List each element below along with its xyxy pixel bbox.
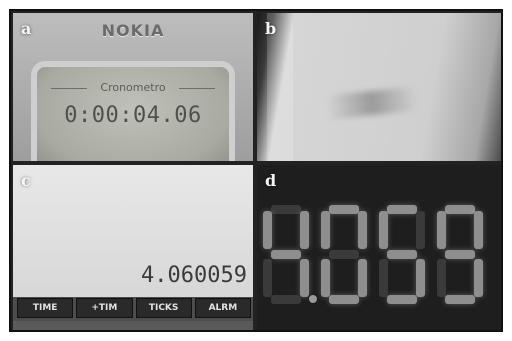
led-segment-f bbox=[379, 211, 388, 249]
panel-a-phone-stopwatch: a NOKIA Cronometro 0:00:04.06 bbox=[13, 13, 253, 161]
softkey-plus-tim: +TIM bbox=[76, 298, 133, 318]
panel-b-washed-display: b bbox=[257, 13, 501, 161]
led-segment-b bbox=[474, 211, 483, 249]
led-segment-b bbox=[300, 211, 309, 249]
led-segment-d bbox=[329, 295, 359, 304]
panel-label-a: a bbox=[21, 19, 32, 38]
led-segment-a bbox=[329, 205, 359, 214]
led-segment-c bbox=[358, 259, 367, 297]
device-base bbox=[13, 321, 253, 330]
led-segment-f bbox=[437, 211, 446, 249]
led-segment-c bbox=[300, 259, 309, 297]
led-segment-e bbox=[321, 259, 330, 297]
led-segment-a bbox=[271, 205, 301, 214]
nokia-logo: NOKIA bbox=[101, 21, 165, 40]
phone-lcd-screen: Cronometro 0:00:04.06 bbox=[31, 61, 235, 161]
led-segment-e bbox=[379, 259, 388, 297]
panel-label-b: b bbox=[265, 19, 277, 38]
lcd-rule-right bbox=[179, 88, 215, 89]
led-digit-0 bbox=[321, 205, 367, 305]
led-digit-4 bbox=[263, 205, 317, 305]
panel-label-c: c bbox=[21, 171, 31, 190]
lcd-rule-left bbox=[51, 88, 87, 89]
stopwatch-title: Cronometro bbox=[100, 81, 166, 94]
led-digit-9 bbox=[437, 205, 483, 305]
softkey-alrm: ALRM bbox=[194, 298, 251, 318]
stopwatch-time: 0:00:04.06 bbox=[64, 103, 202, 128]
led-segment-e bbox=[263, 259, 272, 297]
led-segment-b bbox=[358, 211, 367, 249]
blurred-readout bbox=[325, 86, 419, 120]
figure-frame: a NOKIA Cronometro 0:00:04.06 b c 4.0600… bbox=[9, 9, 503, 332]
led-segment-f bbox=[263, 211, 272, 249]
led-segment-c bbox=[474, 259, 483, 297]
glare-overlay bbox=[267, 13, 293, 161]
softkey-time: TIME bbox=[17, 298, 74, 318]
led-segment-g bbox=[387, 250, 417, 259]
panel-label-d: d bbox=[265, 171, 277, 190]
led-segment-g bbox=[271, 250, 301, 259]
led-segment-f bbox=[321, 211, 330, 249]
timer-lcd-screen: c 4.060059 bbox=[13, 165, 253, 297]
led-segment-d bbox=[387, 295, 417, 304]
timer-value: 4.060059 bbox=[141, 263, 247, 288]
led-segment-a bbox=[445, 205, 475, 214]
led-segment-a bbox=[387, 205, 417, 214]
panel-c-lcd-timer: c 4.060059 TIME +TIM TICKS ALRM bbox=[13, 165, 253, 330]
softkey-ticks: TICKS bbox=[135, 298, 192, 318]
led-segment-e bbox=[437, 259, 446, 297]
led-digit-5 bbox=[379, 205, 425, 305]
led-decimal-point bbox=[309, 295, 317, 303]
softkey-bar: TIME +TIM TICKS ALRM bbox=[17, 298, 251, 318]
led-segment-c bbox=[416, 259, 425, 297]
led-segment-d bbox=[271, 295, 301, 304]
led-digits bbox=[263, 195, 495, 315]
led-segment-g bbox=[445, 250, 475, 259]
panel-d-led-display: d bbox=[257, 165, 501, 330]
led-segment-b bbox=[416, 211, 425, 249]
led-segment-d bbox=[445, 295, 475, 304]
led-segment-g bbox=[329, 250, 359, 259]
